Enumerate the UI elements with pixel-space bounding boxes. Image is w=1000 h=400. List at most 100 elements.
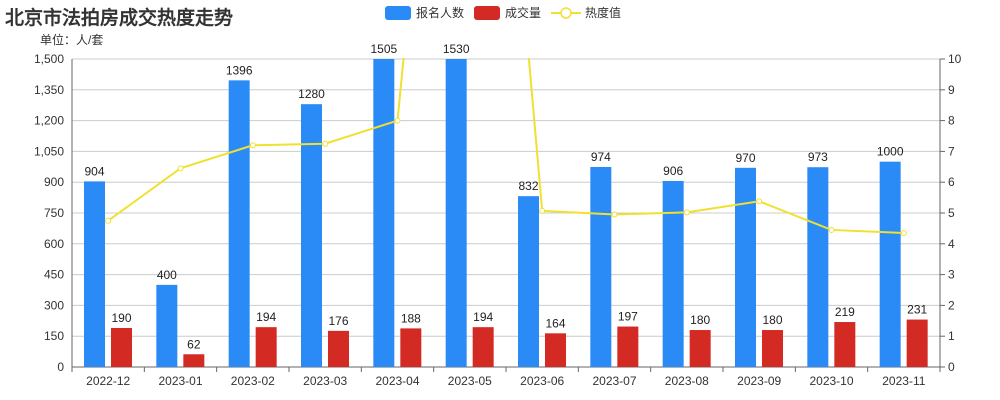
heat-point: [539, 207, 546, 214]
data-label: 219: [835, 305, 855, 319]
y-right-tick-label: 1: [948, 329, 955, 343]
bar-deals: [762, 330, 783, 367]
x-tick-label: 2023-03: [303, 374, 347, 388]
heat-point: [900, 230, 907, 237]
heat-line-group: [105, 58, 907, 237]
bar-deals: [183, 354, 205, 367]
bar-deals: [906, 319, 928, 367]
legend-swatch: [385, 5, 411, 20]
heat-point: [611, 211, 618, 218]
data-label: 231: [907, 303, 927, 317]
bar-deals: [328, 330, 349, 367]
y-right-tick-label: 9: [948, 83, 955, 97]
bar-deals: [400, 328, 422, 367]
y-left-tick-label: 450: [44, 268, 64, 282]
bar-registrants: [373, 59, 395, 367]
bar-registrants: [879, 161, 901, 367]
y-right-tick-label: 4: [948, 237, 955, 251]
heat-point: [249, 142, 256, 149]
y-right-tick-label: 8: [948, 114, 955, 128]
x-tick-label: 2023-10: [809, 374, 853, 388]
data-label: 194: [256, 310, 276, 324]
bar-deals: [255, 327, 277, 367]
data-label: 1505: [370, 42, 397, 56]
legend-line-icon: [551, 6, 582, 19]
x-tick-label: 2023-06: [520, 374, 564, 388]
data-label: 974: [591, 150, 611, 164]
x-tick-label: 2023-08: [665, 374, 709, 388]
heat-point: [828, 226, 835, 233]
legend: 报名人数 成交量 热度值: [385, 4, 631, 21]
heat-point: [394, 117, 401, 124]
y-left-tick-label: 1,500: [34, 52, 64, 66]
data-label: 1280: [298, 87, 325, 101]
bar-deals: [834, 322, 856, 367]
y-left-tick-label: 750: [44, 206, 64, 220]
bar-registrants: [156, 284, 178, 367]
y-right-tick-label: 0: [948, 360, 955, 374]
bar-registrants: [445, 59, 467, 367]
heat-point: [756, 198, 763, 205]
y-left-tick-label: 0: [57, 360, 64, 374]
data-label: 1396: [226, 63, 253, 77]
x-tick-label: 2023-02: [231, 374, 275, 388]
y-right-tick-label: 2: [948, 298, 955, 312]
bar-deals: [472, 327, 494, 367]
bar-registrants: [662, 180, 684, 367]
unit-label: 单位：人/套: [40, 33, 104, 47]
data-label: 194: [473, 310, 493, 324]
legend-swatch: [474, 5, 501, 20]
data-label: 176: [328, 314, 348, 328]
data-label: 973: [808, 150, 828, 164]
y-left-tick-label: 1,050: [34, 144, 64, 158]
data-label: 906: [663, 164, 683, 178]
data-label: 1530: [443, 42, 470, 56]
y-left-tick-label: 1,200: [34, 114, 64, 128]
data-label: 62: [187, 337, 201, 351]
x-tick-label: 2023-04: [375, 374, 419, 388]
legend-item-deals[interactable]: 成交量: [474, 4, 541, 21]
bar-registrants: [84, 181, 105, 367]
data-label: 180: [762, 313, 782, 327]
data-label: 164: [545, 316, 565, 330]
x-tick-label: 2022-12: [86, 374, 130, 388]
y-right-tick-label: 7: [948, 144, 955, 158]
data-label: 832: [518, 179, 538, 193]
legend-label: 热度值: [585, 6, 622, 20]
x-tick-label: 2023-09: [737, 374, 781, 388]
legend-item-registrants[interactable]: 报名人数: [385, 4, 464, 21]
x-tick-label: 2023-07: [592, 374, 636, 388]
heat-point: [683, 209, 690, 216]
y-right-tick-label: 10: [948, 52, 962, 66]
bar-deals: [689, 330, 711, 367]
legend-item-heat[interactable]: 热度值: [551, 4, 621, 21]
data-label: 400: [157, 268, 177, 282]
data-label: 1000: [877, 145, 904, 159]
bar-deals: [617, 326, 639, 367]
bar-registrants: [518, 196, 539, 367]
heat-point: [105, 217, 112, 224]
data-label: 188: [401, 311, 421, 325]
y-left-tick-label: 900: [44, 175, 64, 189]
data-label: 180: [690, 313, 710, 327]
data-label: 190: [111, 311, 131, 325]
bar-registrants: [735, 167, 756, 367]
x-tick-label: 2023-11: [882, 374, 925, 388]
y-right-tick-label: 6: [948, 175, 955, 189]
x-tick-label: 2023-01: [158, 374, 202, 388]
x-tick-label: 2023-05: [448, 374, 492, 388]
y-right-tick-label: 5: [948, 206, 955, 220]
bar-registrants: [228, 80, 250, 367]
heat-line: [107, 58, 904, 235]
bar-registrants: [301, 104, 322, 367]
legend-label: 成交量: [505, 6, 542, 20]
heat-point: [177, 165, 184, 172]
bar-registrants: [590, 167, 612, 367]
y-right-tick-label: 3: [948, 268, 955, 282]
bar-deals: [111, 327, 132, 367]
bar-registrants: [807, 167, 829, 367]
y-left-tick-label: 1,350: [34, 83, 64, 97]
legend-label: 报名人数: [416, 6, 465, 20]
